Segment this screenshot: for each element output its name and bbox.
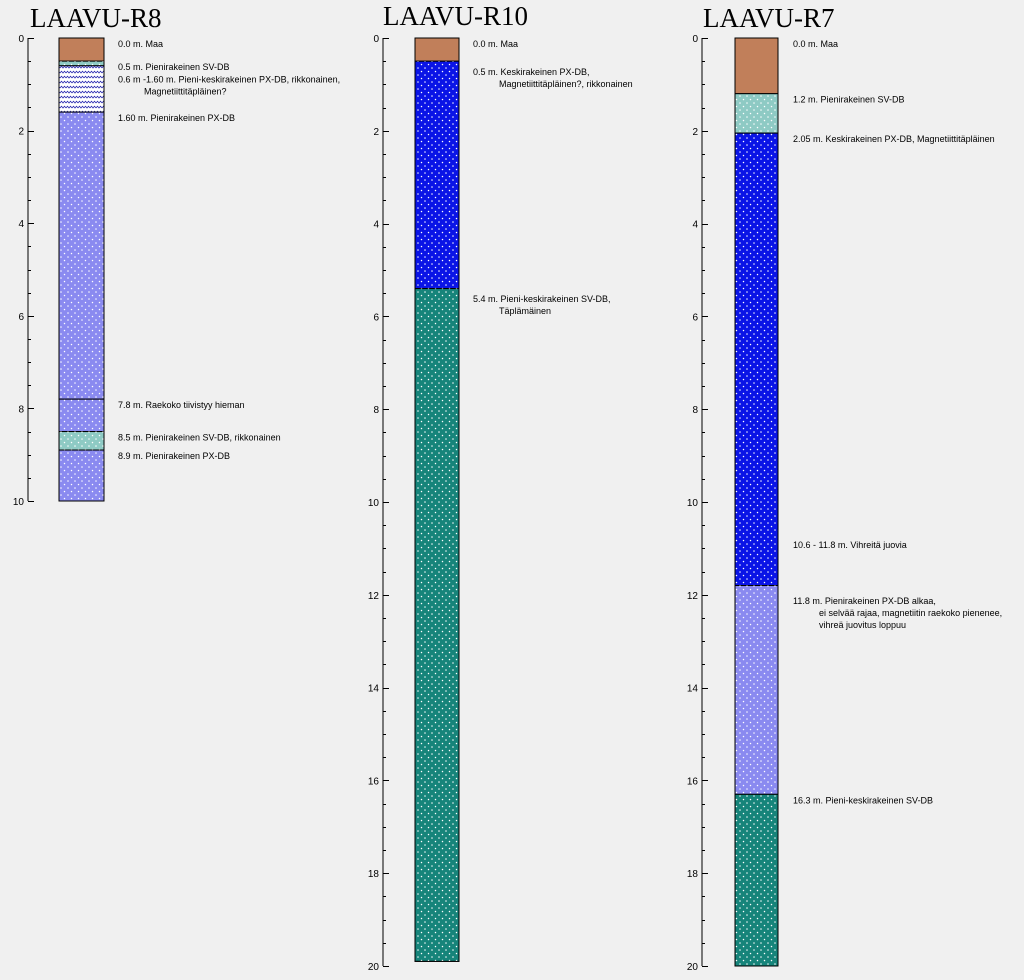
depth-tick-label: 20 [368,962,380,973]
depth-tick-label: 12 [687,591,699,602]
lithology-pattern [59,450,104,501]
layer-annotation: 5.4 m. Pieni-keskirakeinen SV-DB, [473,294,611,304]
layer-annotation: 0.6 m -1.60 m. Pieni-keskirakeinen PX-DB… [118,75,340,85]
layer-annotation: 7.8 m. Raekoko tiivistyy hieman [118,400,245,410]
depth-tick-label: 4 [692,220,698,231]
log-column-outline [58,37,105,502]
lithology-pattern [415,61,459,289]
layer-annotation: 0.0 m. Maa [793,39,838,49]
layer-annotation: 8.9 m. Pienirakeinen PX-DB [118,451,230,461]
layer-annotation: 0.5 m. Pienirakeinen SV-DB [118,62,230,72]
layer-annotation: Täplämäinen [499,306,551,316]
lithology-pattern [59,65,104,113]
layer-annotation: 0.0 m. Maa [118,39,163,49]
layer-annotation: Magnetiittitäpläinen?, rikkonainen [499,79,633,89]
layer-annotation: ei selvää rajaa, magnetiitin raekoko pie… [819,608,1002,618]
layer-annotation: Magnetiittitäpläinen? [144,87,227,97]
depth-tick-label: 0 [18,34,24,45]
layer-annotation: 1.60 m. Pienirakeinen PX-DB [118,113,235,123]
depth-tick-label: 18 [687,869,699,880]
lithology-layer [734,37,779,95]
depth-tick-label: 10 [368,498,380,509]
depth-tick-label: 8 [692,405,698,416]
layer-annotation: 11.8 m. Pienirakeinen PX-DB alkaa, [793,596,936,606]
lithology-layer [58,37,105,62]
depth-tick-label: 2 [373,127,379,138]
depth-tick-label: 18 [368,869,380,880]
lithology-pattern [735,794,778,966]
depth-tick-label: 10 [687,498,699,509]
depth-tick-label: 20 [687,962,699,973]
lithology-pattern [59,61,104,66]
layer-annotation: 2.05 m. Keskirakeinen PX-DB, Magnetiitti… [793,134,995,144]
depth-tick-label: 14 [687,684,699,695]
depth-tick-label: 16 [368,776,380,787]
layer-annotation: 8.5 m. Pienirakeinen SV-DB, rikkonainen [118,433,281,443]
log-column-outline [734,37,779,967]
depth-tick-label: 6 [692,312,698,323]
layer-annotation: 10.6 - 11.8 m. Vihreitä juovia [793,540,907,550]
depth-tick-label: 12 [368,591,380,602]
log-title: LAAVU-R7 [703,3,835,33]
depth-tick-label: 8 [18,404,24,415]
lithology-pattern [735,585,778,795]
depth-tick-label: 6 [373,312,379,323]
layer-annotation: 1.2 m. Pienirakeinen SV-DB [793,95,905,105]
lithology-pattern [735,93,778,134]
depth-tick-label: 2 [18,127,24,138]
depth-tick-label: 6 [18,312,24,323]
log-0: LAAVU-R8 0 2 4 6 8 10 0.0 m. Maa 0.5 m. Pienirak… [13,3,340,508]
layer-annotation: 0.5 m. Keskirakeinen PX-DB, [473,67,590,77]
depth-tick-label: 10 [13,497,25,508]
lithology-pattern [415,288,459,962]
log-1: LAAVU-R10 0 2 4 6 8 10 12 14 16 18 20 0.0 m. Maa 0.5 … [368,1,633,973]
lithology-pattern [59,399,104,432]
depth-tick-label: 16 [687,776,699,787]
depth-tick-label: 0 [692,34,698,45]
layer-annotation: 16.3 m. Pieni-keskirakeinen SV-DB [793,795,933,805]
lithology-pattern [735,133,778,586]
log-column-outline [414,37,460,962]
lithology-pattern [59,431,104,451]
depth-tick-label: 2 [692,127,698,138]
log-2: LAAVU-R7 0 2 4 6 8 10 12 14 16 18 20 0.0 m. Maa 1.2 m… [687,3,1002,973]
depth-tick-label: 4 [18,219,24,230]
depth-tick-label: 4 [373,220,379,231]
depth-tick-label: 8 [373,405,379,416]
log-title: LAAVU-R8 [30,3,162,33]
depth-tick-label: 0 [373,34,379,45]
depth-tick-label: 14 [368,684,380,695]
layer-annotation: vihreä juovitus loppuu [819,620,906,630]
layer-annotation: 0.0 m. Maa [473,39,518,49]
log-title: LAAVU-R10 [383,1,528,31]
lithology-pattern [59,112,104,400]
lithology-layer [414,37,460,62]
